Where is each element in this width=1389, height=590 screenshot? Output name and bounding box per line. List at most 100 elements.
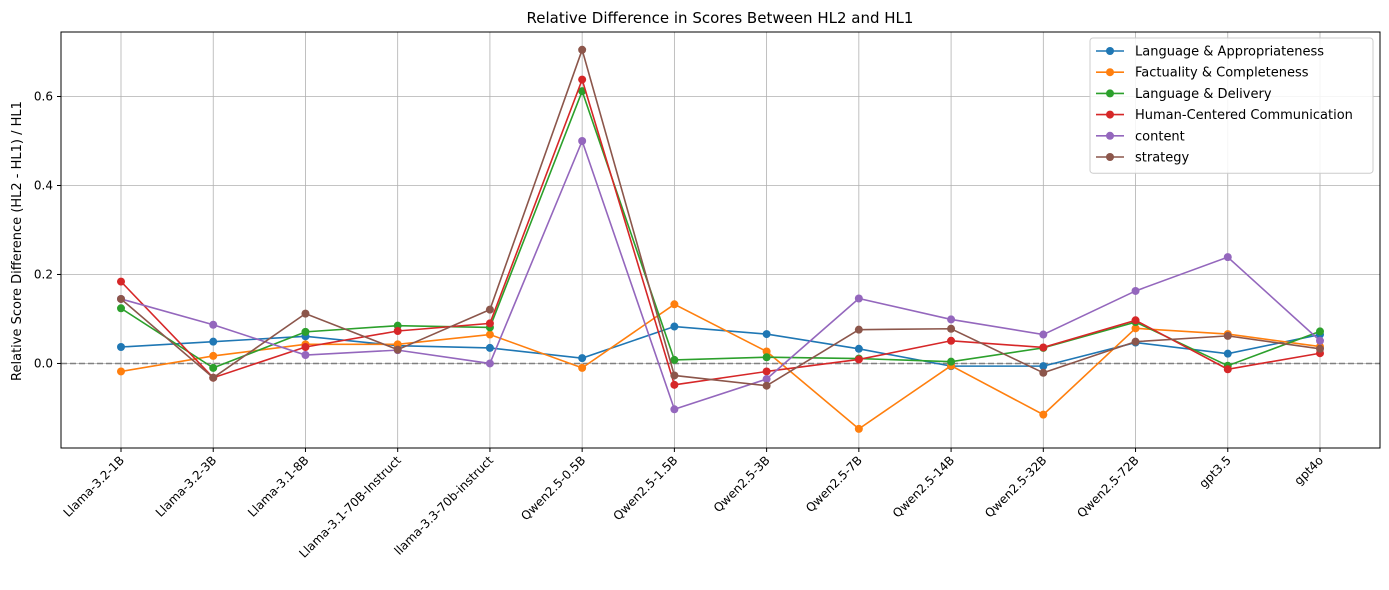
data-point xyxy=(393,345,402,354)
data-point xyxy=(578,87,587,96)
x-tick-label: Llama-3.1-8B xyxy=(245,453,311,519)
legend-label: Language & Delivery xyxy=(1135,87,1272,102)
legend-swatch-marker xyxy=(1106,131,1114,140)
x-tick-label: Llama-3.2-1B xyxy=(61,453,127,519)
legend-swatch-marker xyxy=(1106,89,1114,98)
data-point xyxy=(854,355,863,364)
data-point xyxy=(670,371,679,380)
data-point xyxy=(762,353,771,362)
series-strategy xyxy=(117,45,1324,390)
data-point xyxy=(1131,337,1140,346)
data-point xyxy=(578,363,587,372)
data-point xyxy=(854,294,863,303)
x-tick-label: gpt3.5 xyxy=(1196,453,1233,490)
data-point xyxy=(1223,253,1232,262)
data-point xyxy=(485,305,494,314)
data-point xyxy=(947,336,956,345)
x-tick-label: Qwen2.5-1.5B xyxy=(611,453,681,523)
data-point xyxy=(1223,349,1232,358)
data-point xyxy=(301,343,310,352)
legend-label: Factuality & Completeness xyxy=(1135,66,1309,81)
x-tick-label: Llama-3.2-3B xyxy=(153,453,219,519)
series-line xyxy=(120,138,1321,411)
x-tick-label: Qwen2.5-72B xyxy=(1074,453,1141,520)
axes-frame xyxy=(60,31,1381,449)
x-tick-label: Qwen2.5-7B xyxy=(803,453,865,515)
x-tick-label: llama-3.3-70b-instruct xyxy=(392,453,497,558)
data-point xyxy=(762,367,771,376)
x-tick-label: Llama-3.1-70B-Instruct xyxy=(296,453,404,561)
series-factuality-completeness xyxy=(117,300,1324,433)
data-point xyxy=(209,351,218,360)
data-point xyxy=(117,304,125,313)
data-point xyxy=(209,373,218,382)
data-point xyxy=(578,137,587,146)
legend-swatch-marker xyxy=(1106,47,1114,55)
series-line xyxy=(120,77,1321,386)
y-tick-label: 0.0 xyxy=(34,356,53,370)
data-point xyxy=(117,367,125,376)
x-tick-label: Qwen2.5-14B xyxy=(890,453,957,520)
data-point xyxy=(1316,344,1324,353)
y-axis-label: Relative Score Difference (HL2 - HL1) / … xyxy=(10,101,25,381)
data-point xyxy=(947,357,956,366)
data-point xyxy=(1131,286,1140,295)
data-point xyxy=(485,343,494,352)
y-tick-label: 0.4 xyxy=(34,178,53,192)
data-point xyxy=(1131,324,1140,333)
data-point xyxy=(1039,343,1048,352)
x-tick-label: Qwen2.5-0.5B xyxy=(518,453,588,523)
data-point xyxy=(209,320,218,329)
data-point xyxy=(301,351,310,360)
data-point xyxy=(209,337,218,346)
data-point xyxy=(670,380,679,389)
y-tick-label: 0.6 xyxy=(34,90,53,104)
series-content xyxy=(117,137,1324,414)
data-point xyxy=(393,326,402,335)
data-point xyxy=(578,354,587,363)
data-point xyxy=(485,330,494,339)
data-point xyxy=(1039,368,1048,377)
data-point xyxy=(209,363,218,372)
data-point xyxy=(578,75,587,84)
x-tick-label: Qwen2.5-32B xyxy=(982,453,1049,520)
data-point xyxy=(485,359,494,368)
legend-label: Language & Appropriateness xyxy=(1135,45,1324,60)
data-point xyxy=(117,294,125,303)
data-point xyxy=(1316,327,1324,336)
data-point xyxy=(1131,316,1140,325)
data-point xyxy=(1039,362,1048,371)
data-point xyxy=(762,347,771,356)
data-point xyxy=(854,344,863,353)
data-point xyxy=(117,277,125,286)
x-tick-label: gpt4o xyxy=(1292,453,1327,488)
series-line xyxy=(120,47,1321,387)
data-point xyxy=(485,319,494,328)
data-point xyxy=(947,315,956,324)
legend-label: strategy xyxy=(1135,151,1190,166)
data-point xyxy=(1039,330,1048,339)
data-point xyxy=(670,300,679,309)
data-point xyxy=(670,355,679,364)
data-point xyxy=(578,45,587,54)
data-point xyxy=(1223,331,1232,340)
data-point xyxy=(947,324,956,333)
data-point xyxy=(854,424,863,433)
data-point xyxy=(1316,336,1324,345)
data-point xyxy=(670,322,679,331)
data-point xyxy=(301,309,310,318)
y-tick-label: 0.2 xyxy=(34,267,53,281)
legend-box xyxy=(1089,37,1374,174)
data-point xyxy=(762,375,771,384)
legend-label: Human-Centered Communication xyxy=(1135,108,1353,123)
legend-swatch-marker xyxy=(1106,68,1114,77)
series-line xyxy=(120,88,1321,369)
legend: Language & Appropriateness Factuality & C… xyxy=(1089,37,1374,174)
legend-label: content xyxy=(1135,129,1185,144)
data-point xyxy=(670,405,679,414)
data-point xyxy=(854,325,863,334)
series-line xyxy=(120,325,1321,367)
data-point xyxy=(1039,410,1048,419)
data-point xyxy=(117,343,125,352)
